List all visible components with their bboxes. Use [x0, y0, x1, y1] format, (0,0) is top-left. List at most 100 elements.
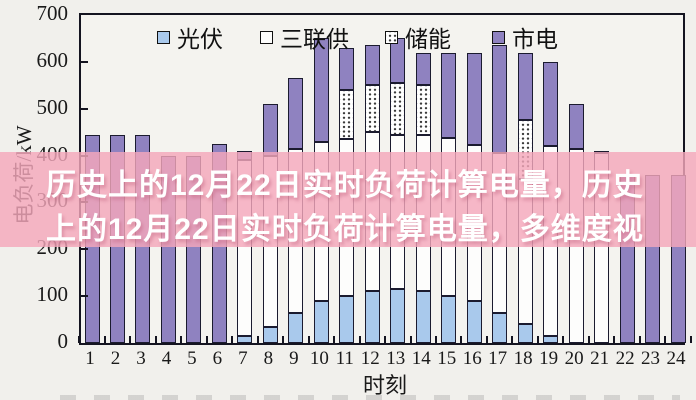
- bar-h10-pv: [313, 300, 329, 343]
- legend-item-pv: 光伏: [157, 20, 223, 54]
- x-tick-9: [307, 336, 310, 343]
- bar-h11-pv: [339, 296, 355, 343]
- x-tick-label-9: 9: [289, 348, 299, 369]
- bar-h12-pv: [364, 291, 380, 343]
- bar-h8-grid: [262, 104, 278, 156]
- x-tick-10: [333, 336, 336, 343]
- x-tick-14: [434, 336, 437, 343]
- y-tick-200: [81, 248, 88, 251]
- x-tick-label-8: 8: [263, 348, 274, 369]
- x-tick-1: [103, 336, 106, 343]
- x-tick-16: [485, 336, 488, 343]
- banner-text-line2: 上的12月22日实时负荷计算电量，多维度视: [46, 213, 644, 246]
- cropped-row-artifact: [60, 395, 680, 400]
- y-tick-100: [81, 295, 88, 298]
- bar-h11-storage: [339, 89, 355, 140]
- x-tick-2: [129, 336, 132, 343]
- bar-h19-grid: [543, 61, 559, 147]
- x-tick-label-1: 1: [85, 348, 95, 369]
- x-tick-label-23: 23: [641, 348, 661, 369]
- bar-h14-storage: [415, 85, 431, 135]
- legend-swatch-cchp-icon: [260, 30, 273, 44]
- x-tick-label-4: 4: [161, 348, 172, 369]
- x-tick-12: [384, 336, 387, 343]
- x-tick-label-21: 21: [590, 348, 610, 369]
- legend-label-grid: 市电: [512, 27, 558, 52]
- bar-h20-grid: [568, 104, 584, 150]
- bar-h9-grid: [288, 78, 304, 149]
- bar-h9-pv: [288, 312, 304, 343]
- x-tick-17: [511, 336, 514, 343]
- x-tick-8: [282, 336, 285, 343]
- bar-h13-storage: [390, 82, 406, 135]
- y-tick-label-700: 700: [36, 1, 69, 25]
- bar-h18-pv: [517, 324, 533, 343]
- x-tick-0: [78, 336, 81, 343]
- title-banner-overlay: 历史上的12月22日实时负荷计算电量，历史 上的12月22日实时负荷计算电量，多…: [0, 152, 696, 247]
- legend-label-pv: 光伏: [177, 27, 223, 52]
- legend-item-cchp: 三联供: [260, 20, 349, 54]
- x-axis-title: 时刻: [362, 373, 407, 398]
- bar-h19-pv: [543, 335, 559, 343]
- legend-swatch-grid-icon: [492, 30, 505, 44]
- x-tick-6: [231, 336, 234, 343]
- x-tick-24: [689, 336, 692, 343]
- bar-h16-pv: [466, 300, 482, 343]
- x-tick-label-22: 22: [615, 348, 635, 369]
- x-tick-label-24: 24: [666, 348, 686, 369]
- x-tick-19: [562, 336, 565, 343]
- x-tick-15: [460, 336, 463, 343]
- x-tick-label-11: 11: [335, 348, 354, 369]
- x-tick-label-14: 14: [411, 348, 431, 369]
- legend-item-grid: 市电: [492, 20, 558, 54]
- x-tick-11: [358, 336, 361, 343]
- x-tick-7: [256, 336, 259, 343]
- x-tick-label-6: 6: [212, 348, 223, 369]
- x-tick-label-7: 7: [238, 348, 248, 369]
- x-tick-label-17: 17: [488, 348, 508, 369]
- bar-h12-grid: [364, 45, 380, 86]
- bar-h11-grid: [339, 47, 355, 90]
- x-tick-22: [638, 336, 641, 343]
- x-tick-label-3: 3: [136, 348, 146, 369]
- bar-h17-grid: [492, 45, 508, 154]
- bar-h14-pv: [415, 291, 431, 343]
- legend-label-cchp: 三联供: [280, 27, 349, 52]
- x-tick-4: [180, 336, 183, 343]
- x-tick-20: [587, 336, 590, 343]
- x-tick-21: [613, 336, 616, 343]
- y-tick-600: [81, 60, 88, 63]
- bar-h17-pv: [492, 312, 508, 343]
- legend: 光伏 三联供 储能 市电: [81, 20, 683, 52]
- x-tick-label-18: 18: [513, 348, 533, 369]
- bar-h12-storage: [364, 85, 380, 133]
- x-tick-label-13: 13: [386, 348, 406, 369]
- x-tick-3: [154, 336, 157, 343]
- x-tick-label-12: 12: [360, 348, 380, 369]
- bar-h16-grid: [466, 52, 482, 145]
- x-tick-label-15: 15: [437, 348, 457, 369]
- bar-h10-grid: [313, 38, 329, 142]
- x-tick-label-5: 5: [187, 348, 197, 369]
- bar-h8-pv: [262, 326, 278, 343]
- x-tick-label-20: 20: [564, 348, 584, 369]
- banner-text-line1: 历史上的12月22日实时负荷计算电量，历史: [46, 169, 644, 202]
- y-tick-500: [81, 107, 88, 110]
- x-tick-5: [205, 336, 208, 343]
- x-tick-label-10: 10: [309, 348, 329, 369]
- legend-item-storage: 储能: [385, 20, 451, 54]
- x-tick-label-16: 16: [462, 348, 482, 369]
- bar-h18-grid: [517, 52, 533, 120]
- x-tick-23: [664, 336, 667, 343]
- y-tick-label-500: 500: [36, 94, 69, 119]
- x-tick-label-19: 19: [539, 348, 559, 369]
- bar-h15-pv: [441, 296, 457, 343]
- x-tick-18: [536, 336, 539, 343]
- y-tick-label-0: 0: [57, 329, 69, 353]
- bar-h13-pv: [390, 289, 406, 343]
- bar-h7-pv: [237, 335, 253, 343]
- bar-h15-grid: [441, 52, 457, 139]
- bar-h14-grid: [415, 52, 431, 86]
- y-tick-label-600: 600: [36, 47, 69, 72]
